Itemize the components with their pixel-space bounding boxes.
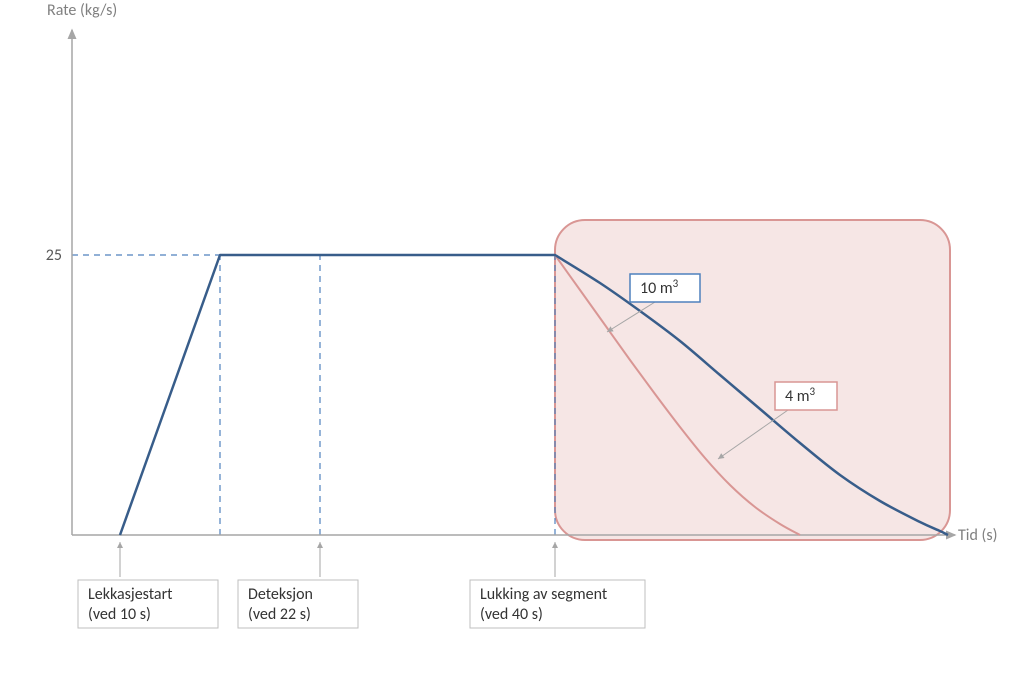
event-annotations: Lekkasjestart(ved 10 s) Deteksjon(ved 22 … [78, 542, 645, 628]
leak-rate-chart: Rate (kg/s) Tid (s) 25 Lekkasjestart(ved… [0, 0, 1022, 693]
event-label-line1: Lekkasjestart [88, 585, 173, 604]
x-axis-title: Tid (s) [958, 526, 997, 545]
event-label-line2: (ved 10 s) [88, 605, 151, 624]
highlight-region [555, 220, 950, 540]
event-label-line1: Lukking av segment [480, 585, 608, 604]
y-tick-25: 25 [46, 246, 62, 265]
reference-lines [72, 255, 555, 535]
y-axis-title: Rate (kg/s) [47, 1, 117, 20]
event-label-line2: (ved 40 s) [480, 605, 543, 624]
event-label-line2: (ved 22 s) [248, 605, 311, 624]
event-label-line1: Deteksjon [248, 585, 313, 604]
